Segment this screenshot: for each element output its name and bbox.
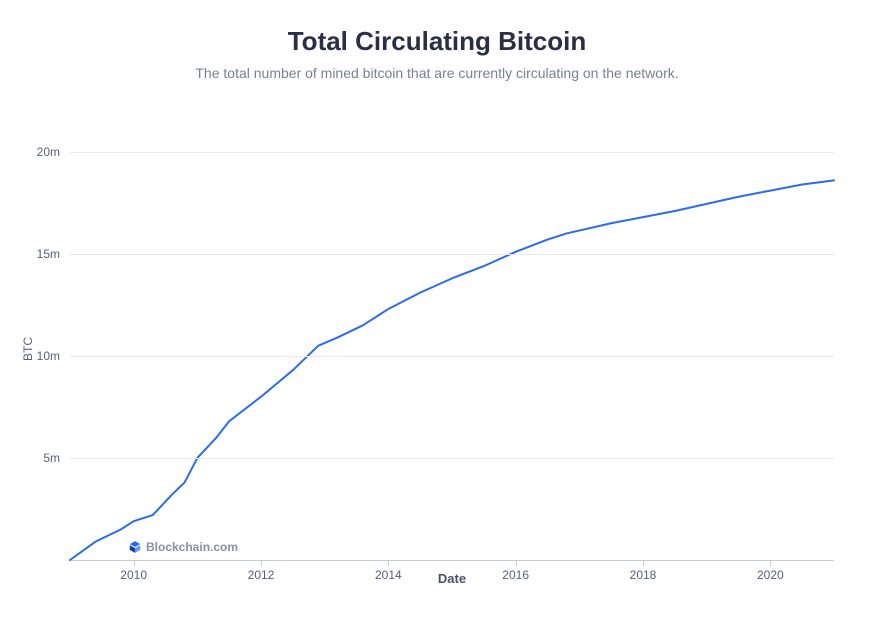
x-tick-mark [388,560,389,566]
chart-container: Total Circulating Bitcoin The total numb… [0,0,874,643]
x-tick-mark [261,560,262,566]
x-tick-label: 2016 [502,568,529,582]
x-tick-mark [643,560,644,566]
x-tick-mark [134,560,135,566]
watermark-text: Blockchain.com [146,540,238,554]
chart-title: Total Circulating Bitcoin [20,26,854,57]
y-axis-label: BTC [21,337,35,361]
gridline [70,356,834,357]
y-tick-label: 15m [37,247,60,261]
plot-wrap: BTC Blockchain.com 5m10m15m20m2010201220… [70,111,834,586]
x-tick-mark [770,560,771,566]
x-tick-label: 2014 [375,568,402,582]
blockchain-logo-icon [128,540,142,554]
x-tick-label: 2018 [630,568,657,582]
plot-area: Blockchain.com 5m10m15m20m20102012201420… [70,111,834,561]
gridline [70,458,834,459]
watermark: Blockchain.com [128,540,238,554]
line-series [70,111,834,560]
gridline [70,254,834,255]
y-tick-label: 5m [43,451,60,465]
x-tick-label: 2012 [248,568,275,582]
y-tick-label: 20m [37,145,60,159]
x-tick-label: 2010 [120,568,147,582]
x-axis-label: Date [70,571,834,586]
chart-subtitle: The total number of mined bitcoin that a… [20,65,854,81]
y-tick-label: 10m [37,349,60,363]
gridline [70,152,834,153]
x-tick-label: 2020 [757,568,784,582]
x-tick-mark [516,560,517,566]
